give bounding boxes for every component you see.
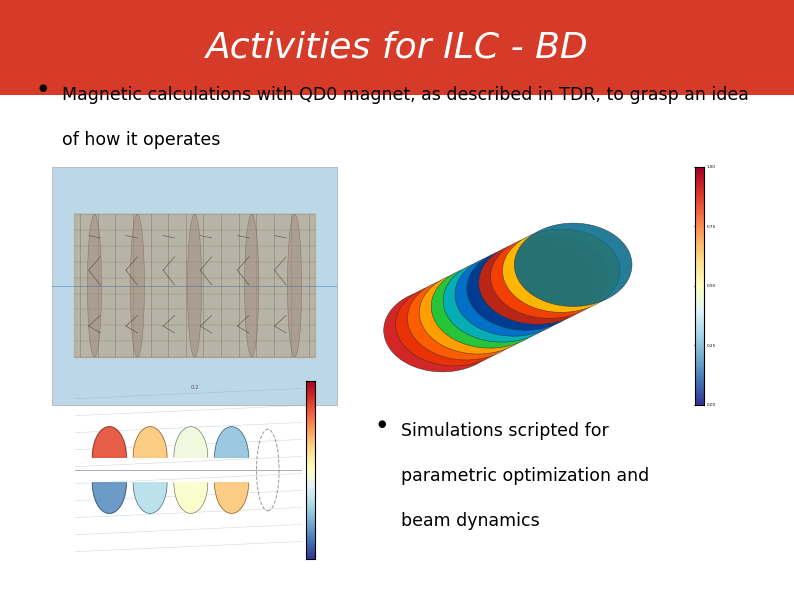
- Ellipse shape: [419, 271, 537, 354]
- Ellipse shape: [431, 265, 549, 348]
- Bar: [0, 0, 794, 95]
- Ellipse shape: [491, 235, 608, 318]
- Text: 0.2: 0.2: [190, 385, 199, 390]
- Text: parametric optimization and: parametric optimization and: [401, 467, 649, 485]
- Ellipse shape: [503, 229, 620, 312]
- Polygon shape: [133, 483, 167, 513]
- Ellipse shape: [455, 253, 572, 336]
- Polygon shape: [92, 427, 126, 458]
- Ellipse shape: [479, 241, 596, 324]
- Ellipse shape: [515, 223, 632, 306]
- Polygon shape: [174, 427, 208, 458]
- Ellipse shape: [407, 277, 525, 360]
- Ellipse shape: [245, 214, 259, 357]
- Polygon shape: [92, 483, 126, 513]
- Text: Simulations scripted for: Simulations scripted for: [401, 422, 609, 440]
- Ellipse shape: [87, 214, 102, 357]
- Text: ●: ●: [377, 419, 386, 430]
- Polygon shape: [214, 483, 249, 513]
- Text: Magnetic calculations with QD0 magnet, as described in TDR, to grasp an idea: Magnetic calculations with QD0 magnet, a…: [62, 86, 749, 104]
- Text: of how it operates: of how it operates: [62, 131, 220, 149]
- Ellipse shape: [384, 289, 501, 372]
- Ellipse shape: [287, 214, 302, 357]
- Polygon shape: [214, 427, 249, 458]
- Ellipse shape: [187, 214, 202, 357]
- Ellipse shape: [395, 283, 513, 366]
- Text: beam dynamics: beam dynamics: [401, 512, 540, 530]
- Text: ●: ●: [38, 83, 47, 93]
- Text: Activities for ILC - BD: Activities for ILC - BD: [206, 30, 588, 65]
- Ellipse shape: [443, 259, 561, 342]
- Bar: [52, 167, 337, 405]
- Polygon shape: [133, 427, 167, 458]
- Ellipse shape: [467, 247, 584, 330]
- Polygon shape: [174, 483, 208, 513]
- Ellipse shape: [130, 214, 145, 357]
